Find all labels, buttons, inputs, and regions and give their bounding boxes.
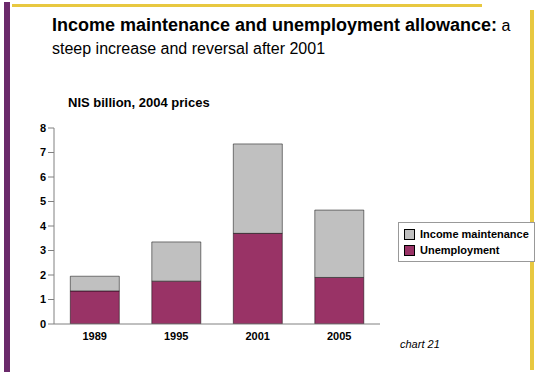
svg-text:1995: 1995 bbox=[164, 330, 188, 342]
html-text:NIS billion, 2004 prices: NIS billion, 2004 prices bbox=[68, 95, 210, 110]
svg-text:1989: 1989 bbox=[83, 330, 107, 342]
svg-text:2: 2 bbox=[40, 269, 46, 281]
svg-text:2005: 2005 bbox=[327, 330, 351, 342]
html-text:Income maintenance and unemplo: Income maintenance and unemployment allo… bbox=[52, 15, 511, 57]
svg-text:8: 8 bbox=[40, 122, 46, 134]
html-text:Unemployment: Unemployment bbox=[420, 244, 500, 256]
svg-text:3: 3 bbox=[40, 244, 46, 256]
svg-text:5: 5 bbox=[40, 195, 46, 207]
svg-text:1: 1 bbox=[40, 293, 46, 305]
svg-text:4: 4 bbox=[40, 220, 47, 232]
svg-text:7: 7 bbox=[40, 146, 46, 158]
html-text:Income maintenance: Income maintenance bbox=[420, 228, 529, 240]
svg-text:0: 0 bbox=[40, 318, 46, 330]
svg-text:2001: 2001 bbox=[246, 330, 270, 342]
svg-text:6: 6 bbox=[40, 171, 46, 183]
html-text:chart 21: chart 21 bbox=[400, 338, 440, 350]
